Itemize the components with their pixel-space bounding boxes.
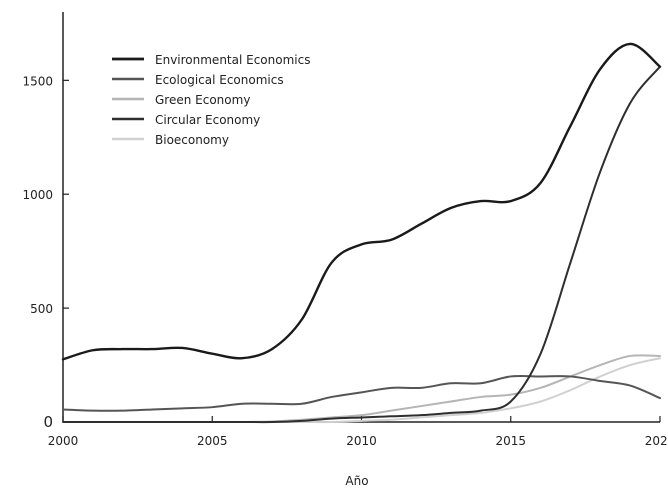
series-lines bbox=[61, 42, 662, 424]
legend: Environmental Economics Ecological Econom… bbox=[112, 53, 310, 147]
x-tick-label: 2005 bbox=[197, 434, 228, 448]
axes: 0 500 1000 1500 2000 2005 2010 2015 2020 bbox=[22, 12, 668, 448]
legend-label: Ecological Economics bbox=[155, 73, 284, 87]
series-line-circular-economy bbox=[62, 65, 661, 424]
x-tick-label: 2020 bbox=[645, 434, 668, 448]
y-tick-label: 1000 bbox=[22, 188, 53, 202]
y-tick-label: 500 bbox=[30, 302, 53, 316]
x-tick-label: 2000 bbox=[48, 434, 79, 448]
y-tick-label: 1500 bbox=[22, 74, 53, 88]
x-tick-label: 2010 bbox=[346, 434, 377, 448]
legend-label: Green Economy bbox=[155, 93, 250, 107]
legend-label: Environmental Economics bbox=[155, 53, 310, 67]
legend-label: Bioeconomy bbox=[155, 133, 229, 147]
series-line-bioeconomy bbox=[62, 357, 661, 424]
x-tick-label: 2015 bbox=[495, 434, 526, 448]
y-tick-label: 0 bbox=[43, 413, 53, 431]
series-line-ecological-economics bbox=[62, 374, 661, 412]
legend-label: Circular Economy bbox=[155, 113, 260, 127]
series-line-green-economy bbox=[62, 354, 661, 424]
series-line-environmental-economics bbox=[61, 42, 662, 361]
x-axis-title: Año bbox=[345, 474, 368, 488]
